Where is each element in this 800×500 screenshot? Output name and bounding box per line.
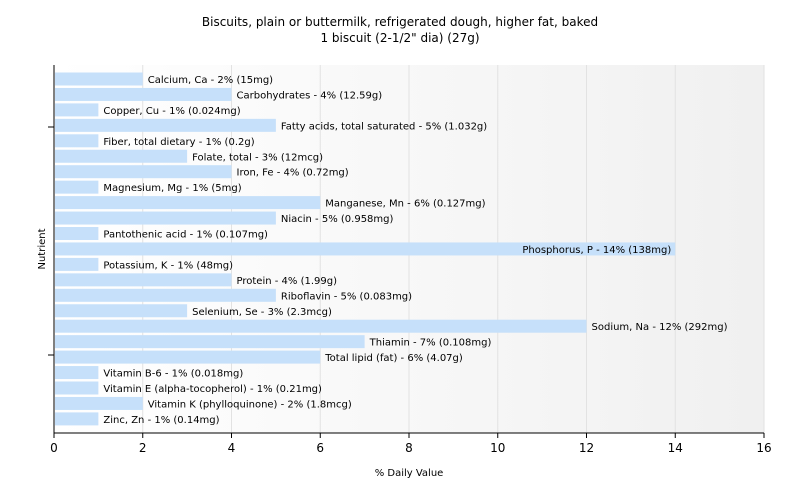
bar-label-11: Phosphorus, P - 14% (138mg) [522, 245, 671, 256]
bar-label-7: Magnesium, Mg - 1% (5mg) [103, 183, 241, 194]
bar-label-22: Zinc, Zn - 1% (0.14mg) [103, 415, 219, 426]
bars: Calcium, Ca - 2% (15mg) Carbohydrates - 4… [55, 72, 728, 426]
bar-4 [55, 134, 99, 148]
bar-13 [55, 273, 232, 287]
bar-label-20: Vitamin E (alpha-tocopherol) - 1% (0.21m… [103, 384, 322, 395]
bar-label-0: Calcium, Ca - 2% (15mg) [148, 75, 273, 86]
bar-label-17: Thiamin - 7% (0.108mg) [369, 338, 492, 349]
bar-14 [55, 288, 276, 302]
bar-21 [55, 396, 143, 410]
x-tick-label-6: 12 [579, 441, 594, 455]
bar-1 [55, 87, 232, 101]
x-tick-label-8: 16 [756, 441, 771, 455]
x-tick-label-1: 2 [139, 441, 147, 455]
bar-label-9: Niacin - 5% (0.958mg) [281, 214, 394, 225]
bar-label-5: Folate, total - 3% (12mcg) [192, 152, 323, 163]
bar-9 [55, 211, 276, 225]
bar-label-21: Vitamin K (phylloquinone) - 2% (1.8mcg) [148, 399, 352, 410]
bar-label-1: Carbohydrates - 4% (12.59g) [237, 90, 383, 101]
bar-8 [55, 196, 321, 210]
bar-11 [55, 242, 676, 256]
bar-16 [55, 319, 587, 333]
bar-label-12: Potassium, K - 1% (48mg) [103, 260, 233, 271]
bar-label-19: Vitamin B-6 - 1% (0.018mg) [103, 369, 243, 380]
bar-3 [55, 118, 276, 132]
bar-label-13: Protein - 4% (1.99g) [237, 276, 338, 287]
bar-19 [55, 366, 99, 380]
bar-label-10: Pantothenic acid - 1% (0.107mg) [103, 230, 268, 241]
bar-label-2: Copper, Cu - 1% (0.024mg) [103, 106, 240, 117]
bar-label-4: Fiber, total dietary - 1% (0.2g) [103, 137, 254, 148]
bar-0 [55, 72, 143, 86]
bar-22 [55, 412, 99, 426]
bar-2 [55, 103, 99, 117]
bar-18 [55, 350, 321, 364]
bar-label-18: Total lipid (fat) - 6% (4.07g) [324, 353, 463, 364]
x-tick-label-7: 14 [668, 441, 683, 455]
chart-subtitle: 1 biscuit (2-1/2" dia) (27g) [320, 31, 480, 45]
bar-17 [55, 335, 365, 349]
x-tick-label-2: 4 [228, 441, 236, 455]
bar-12 [55, 257, 99, 271]
bar-label-16: Sodium, Na - 12% (292mg) [592, 322, 728, 333]
x-tick-label-4: 8 [405, 441, 413, 455]
x-tick-label-0: 0 [50, 441, 58, 455]
bar-15 [55, 304, 188, 318]
x-axis-title: % Daily Value [375, 468, 444, 479]
bar-10 [55, 227, 99, 240]
bar-label-3: Fatty acids, total saturated - 5% (1.032… [281, 121, 487, 132]
chart-title: Biscuits, plain or buttermilk, refrigera… [0, 14, 800, 46]
bar-6 [55, 165, 232, 179]
bar-label-14: Riboflavin - 5% (0.083mg) [281, 291, 412, 302]
x-ticks: 0 2 4 6 8 10 12 14 16 [48, 126, 772, 455]
x-tick-label-5: 10 [490, 441, 505, 455]
bar-20 [55, 381, 99, 395]
bar-label-6: Iron, Fe - 4% (0.72mg) [237, 168, 349, 179]
bar-label-15: Selenium, Se - 3% (2.3mcg) [192, 307, 332, 318]
bar-5 [55, 149, 188, 163]
y-axis-title: Nutrient [37, 228, 48, 269]
bar-label-8: Manganese, Mn - 6% (0.127mg) [325, 199, 485, 210]
x-tick-label-3: 6 [316, 441, 324, 455]
chart-title-line: Biscuits, plain or buttermilk, refrigera… [201, 15, 599, 29]
bar-7 [55, 180, 99, 194]
